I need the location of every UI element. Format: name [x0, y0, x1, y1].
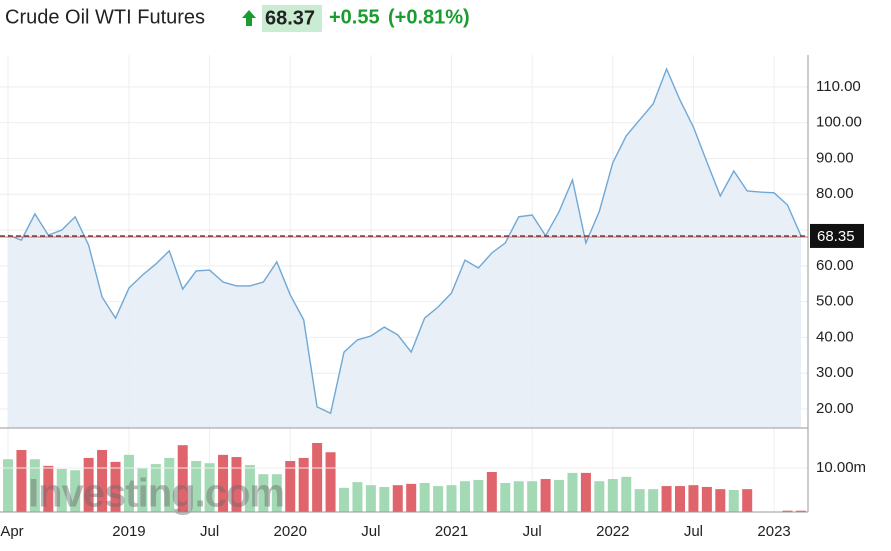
y-tick-label: 40.00	[816, 328, 854, 345]
volume-bar	[258, 474, 269, 512]
volume-bar	[285, 461, 296, 512]
y-tick-label: 30.00	[816, 364, 854, 381]
y-tick-label: 20.00	[816, 400, 854, 417]
volume-bar	[244, 464, 255, 512]
volume-bar	[527, 481, 538, 512]
volume-bar	[392, 485, 403, 512]
volume-bar	[204, 463, 215, 512]
y-tick-label: 60.00	[816, 257, 854, 274]
volume-tick-label: 10.00m	[816, 459, 866, 476]
x-tick-label: Jul	[523, 523, 542, 540]
volume-bar	[231, 457, 242, 512]
volume-bar	[446, 485, 457, 512]
x-tick-label: 2020	[274, 523, 307, 540]
volume-bar	[567, 472, 578, 512]
volume-bar	[648, 489, 659, 512]
chart-title: Crude Oil WTI Futures	[5, 6, 205, 28]
volume-bar	[298, 457, 309, 512]
price: 68.37	[265, 7, 315, 29]
x-tick-label: Jul	[361, 523, 380, 540]
volume-bar	[795, 510, 806, 512]
volume-bar	[782, 510, 793, 512]
area-fill	[8, 69, 801, 428]
volume-bar	[621, 476, 632, 512]
x-tick-label: 2021	[435, 523, 468, 540]
volume-bar	[554, 479, 565, 512]
volume-bar	[325, 452, 336, 512]
volume-bar	[728, 490, 739, 512]
volume-bar	[675, 486, 685, 512]
volume-bar	[607, 479, 618, 512]
y-tick-label: 90.00	[816, 149, 854, 166]
y-tick-label: 50.00	[816, 293, 854, 310]
volume-bar	[43, 465, 54, 512]
volume-bar	[56, 468, 67, 512]
volume-bar	[29, 459, 40, 512]
volume-bar	[742, 489, 753, 512]
volume-bar	[513, 481, 524, 512]
volume-bar	[473, 479, 484, 512]
volume-bar	[164, 457, 175, 512]
y-tick-label: 110.00	[816, 78, 861, 95]
volume-bar	[271, 474, 282, 512]
x-tick-label: 2022	[596, 523, 629, 540]
volume-bar	[191, 461, 202, 512]
last-price-box	[810, 223, 864, 248]
last-price-label: 68.35	[817, 228, 855, 245]
change: +0.55	[329, 6, 380, 28]
volume-bar	[688, 485, 699, 512]
volume-bar	[3, 459, 13, 512]
volume-bar	[433, 486, 444, 512]
volume-bar	[379, 486, 390, 512]
volume-bar	[339, 487, 349, 512]
x-tick-label: Apr	[0, 523, 23, 540]
x-tick-label: 2019	[112, 523, 145, 540]
volume-bar	[83, 457, 94, 512]
volume-bar	[352, 482, 363, 512]
volume-bar	[218, 454, 229, 512]
y-tick-label: 80.00	[816, 185, 854, 202]
price-line	[7, 67, 802, 415]
volume-bar	[661, 486, 672, 512]
y-tick-label: 100.00	[816, 114, 862, 131]
price-highlight	[262, 5, 322, 32]
volume-bar	[312, 442, 323, 512]
volume-bar	[123, 454, 134, 512]
volume-bar	[701, 486, 712, 512]
volume-bar	[500, 482, 511, 512]
volume-bar	[70, 470, 81, 512]
up-arrow-icon	[242, 10, 256, 26]
volume-bar	[459, 481, 470, 512]
volume-bar	[419, 482, 430, 512]
volume-bar	[486, 472, 497, 512]
volume-bar	[137, 468, 148, 512]
volume-bar	[97, 450, 108, 512]
volume-bar	[365, 485, 376, 512]
volume-bar	[177, 445, 188, 512]
x-tick-label: Jul	[684, 523, 703, 540]
volume-bar	[594, 481, 605, 512]
volume-bar	[16, 450, 27, 512]
volume-bar	[634, 489, 645, 512]
watermark: Investing.com	[28, 472, 284, 516]
volume-bar	[150, 464, 161, 512]
x-tick-label: 2023	[757, 523, 790, 540]
volume-bar	[110, 461, 121, 512]
volume-bar	[540, 479, 551, 512]
volume-bar	[580, 472, 591, 512]
volume-bar	[406, 483, 417, 512]
x-tick-label: Jul	[200, 523, 219, 540]
change-percent: (+0.81%)	[388, 6, 470, 28]
volume-bar	[715, 489, 726, 512]
